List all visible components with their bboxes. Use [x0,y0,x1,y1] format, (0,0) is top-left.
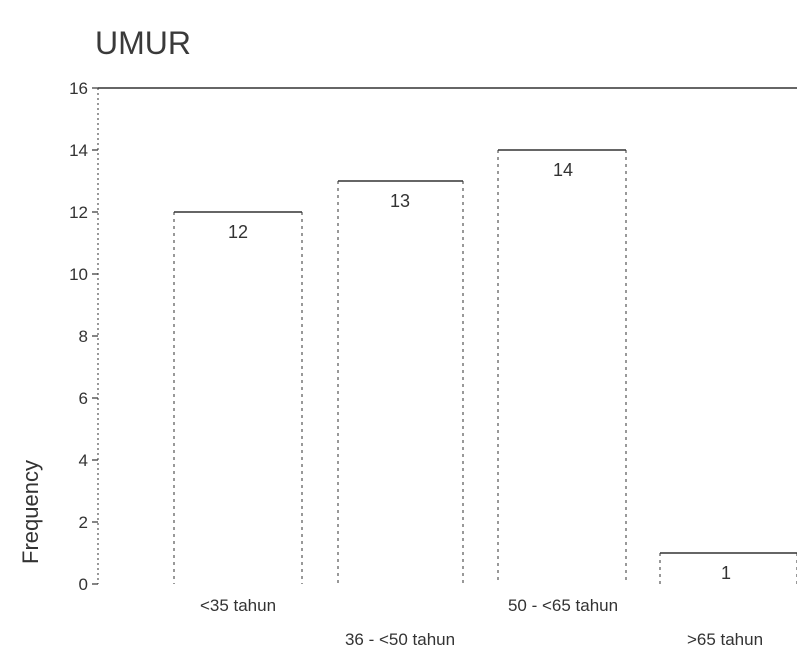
y-tick-label: 6 [79,389,88,408]
y-tick-label: 12 [69,203,88,222]
bar-fill [338,181,463,584]
data-label: 14 [553,160,573,180]
x-category-label: 36 - <50 tahun [345,630,455,649]
x-category-label: <35 tahun [200,596,276,615]
chart-title: UMUR [95,25,191,61]
y-tick-label: 16 [69,79,88,98]
y-tick-label: 0 [79,575,88,594]
y-axis: 0 2 4 6 8 10 12 14 16 [69,79,797,594]
y-tick-label: 10 [69,265,88,284]
x-axis-categories: <35 tahun 36 - <50 tahun 50 - <65 tahun >65… [200,596,763,649]
bar-fill [498,150,626,584]
y-tick-label: 2 [79,513,88,532]
y-axis-label: Frequency [18,460,43,564]
y-tick-label: 4 [79,451,88,470]
data-label: 12 [228,222,248,242]
bar [173,211,303,584]
data-labels: 12 13 14 1 [228,160,731,583]
x-category-label: >65 tahun [687,630,763,649]
bar-fill [174,212,302,584]
bar [337,180,464,584]
bar [497,149,627,584]
data-label: 13 [390,191,410,211]
data-label: 1 [721,563,731,583]
y-tick-label: 8 [79,327,88,346]
x-category-label: 50 - <65 tahun [508,596,618,615]
y-tick-label: 14 [69,141,88,160]
bar-fill [660,553,797,584]
bar [659,552,797,584]
bars [173,149,797,584]
